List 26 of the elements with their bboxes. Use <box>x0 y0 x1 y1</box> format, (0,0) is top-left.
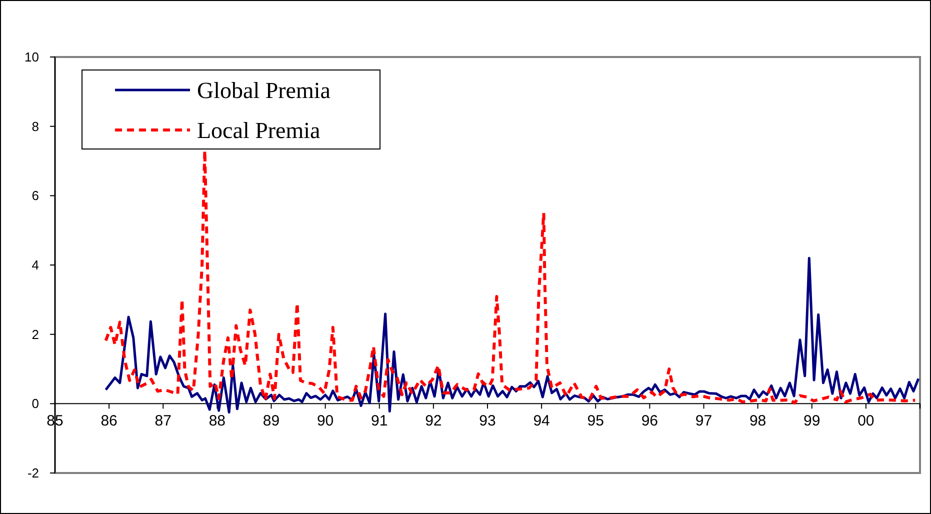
x-tick-label: 95 <box>587 412 604 430</box>
y-tick-label: -2 <box>27 466 39 481</box>
x-tick-label: 93 <box>479 412 496 430</box>
x-tick-label: 86 <box>100 412 118 430</box>
y-tick-label: 10 <box>24 50 39 65</box>
y-tick-label: 2 <box>32 326 39 342</box>
legend-label: Local Premia <box>197 118 320 144</box>
y-tick-label: 8 <box>32 118 39 134</box>
x-tick-label: 92 <box>425 412 442 430</box>
x-tick-label: 00 <box>858 412 874 430</box>
y-tick-label: 0 <box>32 396 39 412</box>
y-tick-label: 6 <box>32 188 39 204</box>
x-tick-label: 90 <box>316 412 334 430</box>
x-tick-label: 88 <box>208 412 226 430</box>
x-tick-label: 94 <box>533 412 550 430</box>
x-tick-label: 98 <box>749 412 766 430</box>
x-tick-label: 97 <box>695 412 712 430</box>
x-tick-label: 89 <box>262 412 280 430</box>
x-tick-label: 87 <box>154 412 172 430</box>
line-series <box>104 256 920 414</box>
x-tick-label: 96 <box>641 412 658 430</box>
x-tick-label: 91 <box>371 412 388 430</box>
line-series <box>104 149 917 404</box>
legend-label: Global Premia <box>197 78 330 104</box>
x-tick-label: 99 <box>804 412 820 430</box>
y-tick-label: 4 <box>32 258 39 273</box>
